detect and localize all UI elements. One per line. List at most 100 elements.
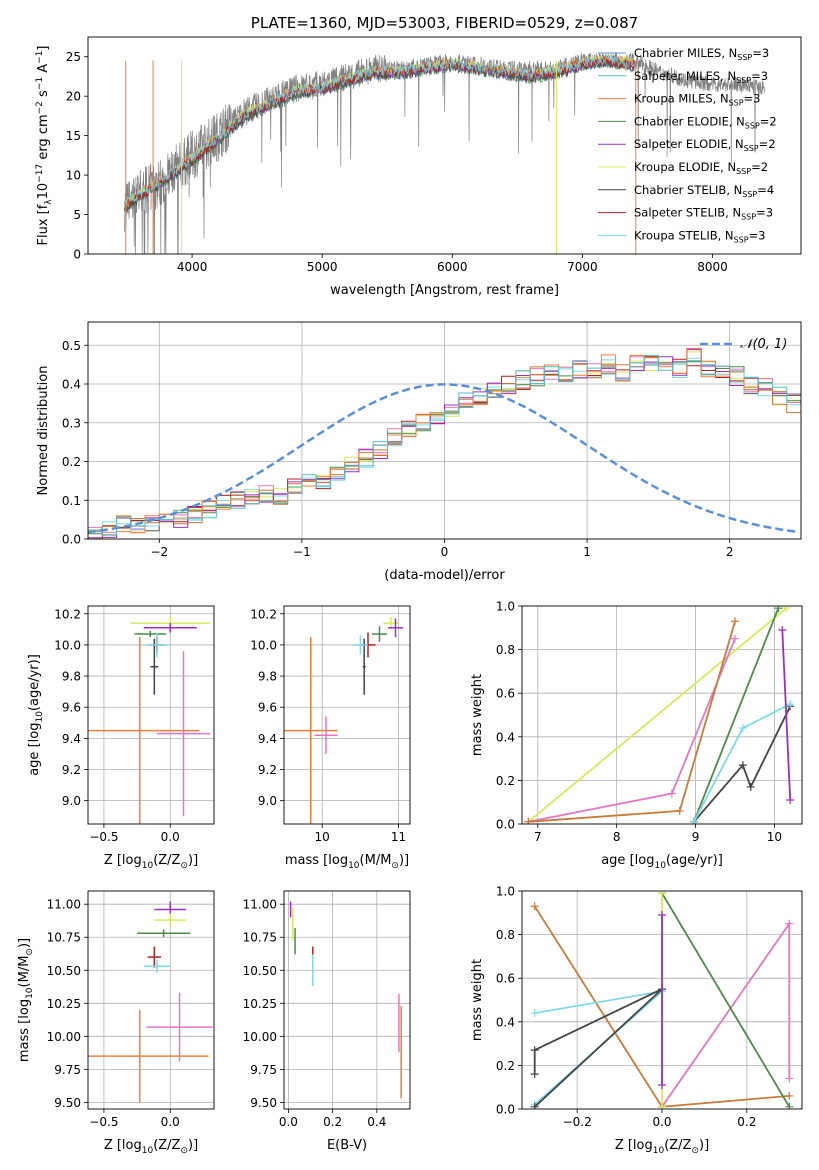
y-tick-label: 0.1	[62, 494, 81, 508]
y-tick-label: 0.6	[496, 972, 515, 986]
legend-tail: =2	[751, 160, 768, 174]
plot-area	[284, 891, 410, 1109]
x-tick-label: 0.4	[367, 1115, 386, 1129]
weight-line	[528, 621, 736, 823]
y-tick-label: 10.2	[54, 607, 81, 621]
y-axis-label-part: mass [log	[17, 999, 32, 1062]
y-tick-label: 0	[73, 248, 81, 262]
y-tick-label: 10.0	[250, 638, 277, 652]
legend-label: Kroupa ELODIE, N	[634, 160, 736, 174]
x-tick-label: 4000	[177, 260, 208, 274]
x-axis-label-part: 10	[142, 1146, 154, 1156]
y-axis-label-part: s	[36, 90, 51, 101]
x-tick-label: 7000	[567, 260, 598, 274]
x-axis-label-part: Z [log	[615, 1138, 653, 1153]
legend-entry: Chabrier MILES, NSSP=3	[634, 46, 769, 62]
observed-spectrum	[124, 52, 765, 254]
x-axis-label-part: age [log	[601, 853, 654, 868]
y-axis-label-part: Flux [f	[36, 204, 51, 245]
legend-label: Kroupa STELIB, N	[634, 228, 734, 242]
y-tick-label: 9.6	[258, 701, 277, 715]
y-axis-label-part: 10	[35, 711, 45, 723]
y-axis-label-part: −2	[35, 101, 45, 114]
x-tick-label: 0	[441, 545, 449, 559]
chart-mass_vs_EBV: 0.0 0.2 0.4 9.50 9.75 10.00 10.25 10.50 10.75 11.…	[243, 890, 411, 1153]
weight-marker	[530, 902, 539, 911]
x-tick-label: 9	[692, 830, 700, 844]
legend-label: Kroupa MILES, N	[634, 92, 729, 106]
y-axis-label-part: −17	[35, 164, 45, 183]
x-tick-label: 8000	[697, 260, 728, 274]
axes-frame	[521, 890, 803, 1110]
legend-sub: SSP	[741, 213, 756, 222]
legend-tail: =3	[751, 69, 768, 83]
weight-marker	[730, 617, 739, 626]
y-axis-label-part: age [log	[27, 723, 42, 776]
weight-marker	[689, 817, 698, 824]
y-axis-label-part: A	[36, 64, 51, 77]
weight-marker	[530, 1009, 539, 1018]
weight-line	[661, 892, 791, 1108]
y-axis-label-group: Flux [fλ10−17 erg cm−2 s−1 A−1]	[35, 46, 54, 246]
x-tick-label: 8	[613, 830, 621, 844]
x-axis-label-part: (Z/Z	[153, 853, 180, 868]
y-axis-label: mass weight	[470, 959, 485, 1041]
legend-label: Salpeter ELODIE, N	[634, 137, 744, 151]
weight-marker	[785, 1102, 794, 1109]
x-tick-label: 7	[534, 830, 542, 844]
plot-area	[522, 891, 802, 1109]
y-tick-label: 10.75	[243, 931, 277, 945]
x-tick-label: −0.5	[89, 1115, 118, 1129]
legend-entry: Salpeter STELIB, NSSP=3	[634, 206, 773, 222]
x-axis-label-part: ⊙	[691, 1146, 699, 1156]
y-axis-label-part: (M/M	[17, 956, 32, 988]
y-tick-label: 0.5	[62, 339, 81, 353]
axes-frame	[283, 605, 411, 825]
legend-sub: SSP	[736, 76, 751, 85]
legend-entry: Salpeter ELODIE, NSSP=2	[634, 137, 776, 153]
plot-area	[124, 52, 765, 254]
y-tick-label: 10.25	[243, 997, 277, 1011]
y-axis-label: Flux [fλ10−17 erg cm−2 s−1 A−1]	[35, 46, 54, 246]
x-axis-label-part: Z [log	[104, 853, 142, 868]
plot-area	[522, 606, 802, 824]
y-tick-label: 0.6	[496, 687, 515, 701]
y-tick-label: 5	[73, 208, 81, 222]
y-tick-label: 25	[66, 50, 81, 64]
weight-marker	[530, 1102, 539, 1109]
legend-entry: 𝒩(0, 1)	[740, 337, 787, 352]
legend-entry: Chabrier ELODIE, NSSP=2	[634, 114, 777, 130]
x-axis-label: (data-model)/error	[384, 568, 505, 583]
y-tick-label: 9.2	[258, 763, 277, 777]
x-axis-label-part: mass [log	[285, 853, 348, 868]
x-axis-label-part: ⊙	[180, 1146, 188, 1156]
x-tick-label: 1	[583, 545, 591, 559]
x-axis-label-part: ⊙	[180, 861, 188, 871]
x-tick-label: 11	[391, 830, 406, 844]
x-tick-label: 10	[315, 830, 330, 844]
x-tick-label: 0.0	[652, 1115, 671, 1129]
x-axis-label: age [log10(age/yr)]	[601, 853, 723, 871]
y-tick-label: 11.00	[47, 898, 81, 912]
y-tick-label: 10.75	[47, 931, 81, 945]
x-tick-label: 0.0	[161, 1115, 180, 1129]
plot-area	[88, 891, 214, 1109]
y-axis-label-part: )]	[17, 938, 32, 948]
residual-histogram	[88, 354, 801, 536]
y-tick-label: 9.6	[62, 701, 81, 715]
y-tick-label: 0.8	[496, 643, 515, 657]
y-tick-label: 1.0	[496, 885, 515, 899]
weight-marker	[658, 1081, 666, 1090]
chart-title: PLATE=1360, MJD=53003, FIBERID=0529, z=0…	[251, 14, 638, 32]
weight-marker	[785, 1074, 794, 1083]
y-tick-label: 9.8	[62, 670, 81, 684]
x-tick-label: −0.5	[89, 830, 118, 844]
weight-marker	[658, 891, 666, 898]
chart-residuals: −2 −1 0 1 2 0.0 0.1 0.2 0.3 0.4 0.5 (data-model)/er…	[36, 321, 802, 583]
x-tick-label: 0.0	[279, 1115, 298, 1129]
plot-area	[88, 322, 801, 539]
x-tick-label: 0.2	[323, 1115, 342, 1129]
chart-mass_vs_Z: −0.5 0.0 9.50 9.75 10.00 10.25 10.50 10.75 11.00…	[17, 890, 215, 1156]
x-axis-label: Z [log10(Z/Z⊙)]	[104, 853, 198, 871]
